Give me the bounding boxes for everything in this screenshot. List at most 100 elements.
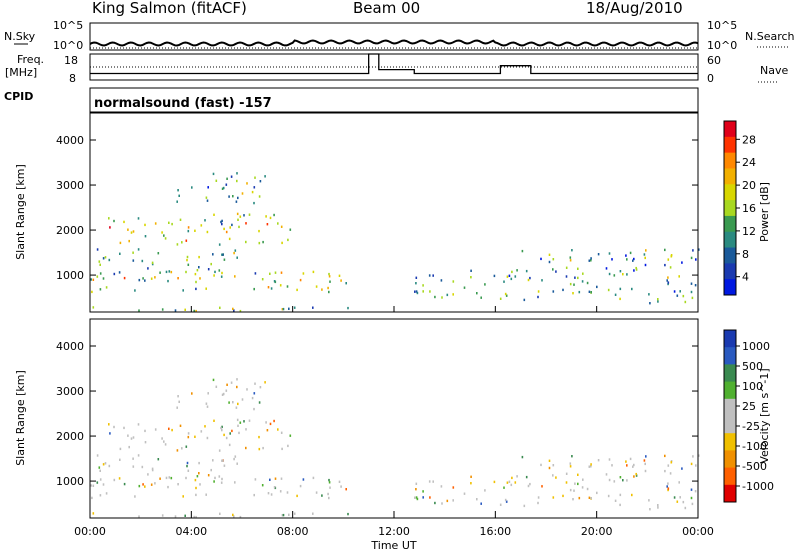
velocity-cell [514,481,517,484]
colorbar-segment [724,121,736,138]
velocity-cell [119,447,122,451]
velocity-cell [645,455,647,458]
colorbar-tick-label: -25 [742,420,760,433]
power-cell [582,272,584,275]
velocity-cell [205,493,207,496]
colorbar-segment [724,484,736,503]
power-cell [698,248,700,251]
power-cell [99,263,101,266]
power-cell [234,249,237,252]
power-cell [493,274,496,278]
velocity-cell [267,492,270,495]
power-cell [233,309,235,312]
power-cell [281,241,283,245]
power-cell [184,308,186,311]
power-cell [228,237,231,241]
velocity-cell [632,465,634,468]
velocity-cell [108,423,110,426]
velocity-cell [221,477,223,481]
power-cell [130,231,133,234]
power-cell [215,179,218,182]
power-cell [296,288,298,292]
power-cell [338,274,341,277]
power-cell [141,259,144,263]
velocity-cell [248,419,251,422]
velocity-ylabel: Slant Range [km] [14,370,27,466]
power-cell [434,295,436,299]
velocity-cell [312,512,314,515]
velocity-cell [691,502,694,506]
velocity-cell [113,478,116,482]
velocity-cell [577,482,579,486]
power-cell [123,276,126,280]
power-cell [221,271,223,275]
velocity-cell [321,494,323,497]
velocity-cell [194,435,196,438]
power-cell [552,290,555,293]
velocity-cell [206,436,209,440]
velocity-cell [698,454,700,457]
velocity-cell [185,476,187,480]
power-cell [168,221,170,224]
nsky-label: N.Sky [4,30,36,43]
velocity-cell [415,488,417,491]
x-tick-label: 00:00 [682,525,714,538]
velocity-cell [119,458,121,461]
power-cell [132,251,134,254]
power-cell [644,256,646,260]
velocity-cell [253,407,255,411]
power-cell [429,290,431,293]
velocity-cell [493,480,496,484]
power-cell [218,243,221,246]
colorbar-segment [724,279,736,296]
velocity-cell [238,431,240,435]
velocity-cell [670,461,673,464]
power-cell [248,213,251,216]
velocity-cell [236,385,238,389]
power-cell [221,187,224,190]
power-cell [246,182,248,185]
colorbar-segment [724,467,736,486]
colorbar-tick-label: 4 [742,271,749,284]
velocity-cell [619,503,621,507]
velocity-cell [690,496,693,500]
colorbar-segment [724,398,736,417]
velocity-cell [338,480,341,483]
velocity-cell [254,478,257,481]
power-cell [657,300,659,303]
velocity-cell [415,496,418,499]
power-cell [205,287,207,290]
velocity-cell [277,428,279,431]
colorbar-tick-label: 100 [742,380,763,393]
velocity-cell [151,467,154,470]
power-cell [537,295,539,299]
velocity-cell [196,475,199,478]
velocity-cell [416,497,419,501]
velocity-cell [198,472,200,475]
velocity-cell [480,502,482,505]
power-cell [161,231,163,234]
power-cell [415,290,418,293]
power-cell [185,270,187,274]
power-cell [104,256,107,259]
beam-title: Beam 00 [353,0,420,17]
velocity-cell [682,500,685,504]
y-tick-label: 4000 [56,340,84,353]
power-cell [633,257,635,261]
colorbar-tick-label: 1000 [742,340,770,353]
power-cell [212,253,214,256]
velocity-cell [170,476,173,480]
velocity-cell [194,478,197,482]
power-cell [452,293,454,296]
power-cell [264,175,266,178]
power-cell [312,270,315,274]
velocity-cell [218,449,221,452]
power-cell [552,258,555,261]
velocity-cell [299,484,302,488]
velocity-cell [246,388,248,391]
power-cell [690,256,693,260]
power-cell [328,272,330,276]
freq-tick-low: 8 [69,72,76,85]
power-cell [105,286,108,289]
velocity-cell [99,494,102,497]
